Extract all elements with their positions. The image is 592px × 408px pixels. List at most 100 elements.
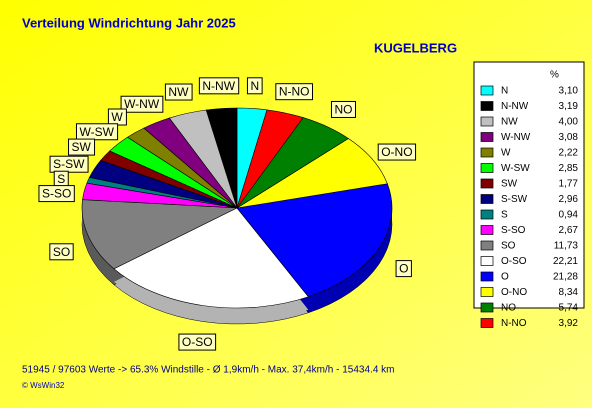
- slice-label: S-SO: [38, 185, 75, 203]
- slice-label-box: [120, 95, 164, 113]
- slice-label-text: S-SW: [53, 157, 85, 171]
- legend-label: NO: [501, 303, 516, 314]
- legend-label: S: [501, 210, 508, 221]
- legend-swatch: [480, 85, 494, 96]
- legend-header: %: [550, 70, 559, 81]
- slice-label-text: NO: [334, 102, 352, 116]
- legend-swatch: [480, 287, 494, 297]
- legend-swatch: [480, 194, 494, 204]
- legend-value: 4,00: [559, 117, 579, 128]
- legend-value: 5,74: [559, 303, 579, 314]
- slice-label: NW: [164, 83, 193, 101]
- slice-label-box: [377, 143, 417, 161]
- slice-label-text: SO: [53, 245, 70, 259]
- slice-label: O-SO: [178, 333, 217, 351]
- legend-swatch: [480, 147, 494, 158]
- legend-swatch: [480, 318, 494, 328]
- slice-label-box: [38, 185, 75, 203]
- legend-label: W-NW: [501, 132, 531, 143]
- legend-swatch: [480, 209, 494, 220]
- legend-value: 3,10: [559, 86, 579, 97]
- pie-slice: [236, 109, 304, 209]
- slice-label-text: W-NW: [124, 97, 160, 111]
- slice-label: S-SW: [49, 155, 89, 173]
- legend-label: W: [501, 148, 511, 159]
- slice-label-text: S-SO: [42, 187, 71, 201]
- footer: 51945 / 97603 Werte -> 65.3% Windstille …: [22, 365, 395, 376]
- legend-value: 2,85: [559, 163, 579, 174]
- slice-label: N-NW: [198, 77, 240, 95]
- legend-label: O-SO: [501, 256, 527, 267]
- legend-label: SW: [501, 179, 518, 190]
- legend-label: N: [501, 86, 508, 97]
- pie-slice: [81, 199, 239, 270]
- legend-value: 1,77: [559, 179, 579, 190]
- legend-label: S-SO: [501, 225, 526, 236]
- slice-label-text: NW: [168, 85, 189, 99]
- slice-label-box: [198, 77, 240, 95]
- slice-label-text: W-SW: [79, 125, 114, 139]
- legend-swatch: [480, 178, 494, 189]
- legend-swatch: [480, 240, 494, 251]
- legend-value: 8,34: [559, 287, 579, 298]
- legend-value: 3,08: [559, 132, 579, 143]
- legend-value: 11,73: [554, 241, 579, 252]
- slice-label-box: [164, 83, 193, 101]
- slice-label-box: [395, 260, 412, 278]
- slice-label: NO: [330, 100, 356, 118]
- legend-label: O-NO: [501, 287, 527, 298]
- slice-label: W: [107, 108, 127, 126]
- slice-label: N: [246, 77, 263, 95]
- legend-value: 2,22: [559, 148, 579, 159]
- legend-swatch: [480, 256, 494, 266]
- slice-label-box: [275, 83, 314, 101]
- legend-swatch: [480, 101, 494, 111]
- slice-label-text: O-SO: [182, 335, 213, 349]
- slice-label-box: [330, 100, 356, 118]
- legend-label: S-SW: [501, 194, 528, 205]
- chart-subtitle: KUGELBERG: [374, 40, 457, 55]
- legend-value: 22,21: [553, 256, 578, 267]
- copyright: © WsWin32: [22, 381, 65, 390]
- legend-label: W-SW: [501, 163, 530, 174]
- slice-label-box: [246, 77, 263, 95]
- pie-slice: [236, 183, 393, 298]
- legend-label: N-NO: [501, 318, 527, 329]
- slice-label: O: [395, 260, 412, 278]
- slice-label-text: O: [399, 262, 408, 276]
- slice-label-box: [49, 243, 74, 261]
- slice-label-text: W: [111, 110, 123, 124]
- slice-label-box: [178, 333, 217, 351]
- slice-label: SW: [68, 138, 96, 156]
- slice-label-text: N-NO: [279, 85, 310, 99]
- legend-swatch: [480, 271, 494, 282]
- legend-swatch: [480, 163, 494, 173]
- slice-label: N-NO: [275, 83, 314, 101]
- legend-label: SO: [501, 241, 516, 252]
- slice-label: S: [53, 170, 69, 188]
- slice-label-text: N: [250, 79, 259, 93]
- pie-slice: [113, 207, 309, 309]
- slice-label: W-NW: [120, 95, 164, 113]
- legend-swatch: [480, 116, 494, 127]
- slice-label: O-NO: [377, 143, 417, 161]
- legend-value: 3,92: [559, 318, 579, 329]
- slice-label-box: [49, 155, 89, 173]
- legend-value: 3,19: [559, 101, 579, 112]
- legend-label: O: [501, 272, 509, 283]
- slice-label: SO: [49, 243, 74, 261]
- legend-swatch: [480, 302, 494, 313]
- slice-label-box: [68, 138, 96, 156]
- legend-label: NW: [501, 117, 518, 128]
- legend-value: 2,96: [559, 194, 579, 205]
- legend-value: 21,28: [553, 272, 578, 283]
- legend-value: 0,94: [559, 210, 579, 221]
- slice-label-text: N-NW: [202, 79, 235, 93]
- slice-label-box: [75, 123, 119, 141]
- slice-label: W-SW: [75, 123, 119, 141]
- slice-label-text: S: [57, 172, 65, 186]
- legend-swatch: [480, 132, 494, 142]
- slice-label-text: SW: [72, 140, 92, 154]
- legend-value: 2,67: [559, 225, 579, 236]
